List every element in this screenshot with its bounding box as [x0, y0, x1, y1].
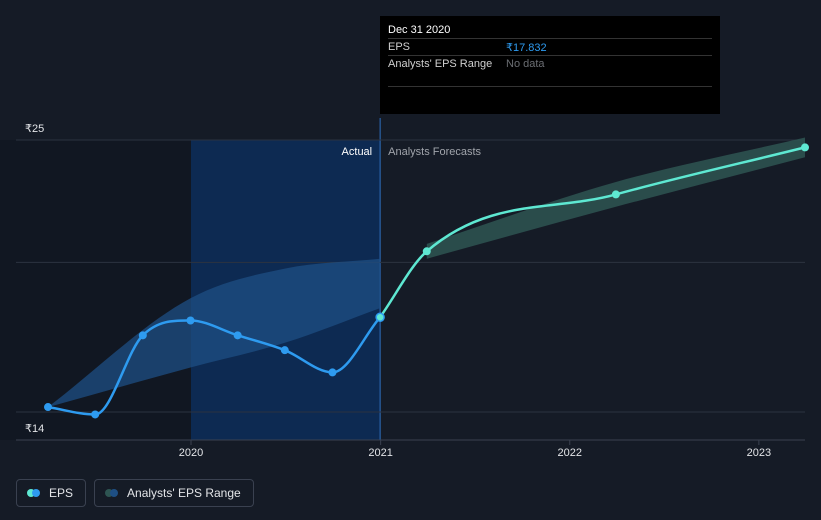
tooltip: Dec 31 2020 EPS ₹17.832 Analysts' EPS Ra… — [380, 16, 720, 114]
legend-range-label: Analysts' EPS Range — [127, 486, 241, 500]
eps-point[interactable] — [328, 368, 337, 377]
x-tick-label: 2023 — [747, 447, 771, 459]
eps-point[interactable] — [138, 331, 147, 340]
eps-point[interactable] — [422, 247, 431, 256]
tooltip-range-label: Analysts' EPS Range — [388, 58, 493, 70]
range-legend-icon — [105, 489, 119, 497]
tooltip-row-eps: EPS ₹17.832 — [388, 38, 712, 55]
x-tick-label: 2021 — [368, 447, 392, 459]
y-axis-label-top: ₹25 — [25, 123, 44, 135]
range-band-past — [48, 258, 381, 408]
eps-line-forecast — [379, 146, 806, 318]
legend-range-button[interactable]: Analysts' EPS Range — [94, 479, 254, 507]
x-tick-label: 2020 — [179, 447, 203, 459]
tooltip-row-range: Analysts' EPS Range No data — [388, 55, 712, 72]
eps-point[interactable] — [611, 190, 620, 199]
text-layer: 2020 2021 2022 2023 ₹25 ₹14 Actual Analysts For… — [25, 123, 771, 459]
legend-eps-button[interactable]: EPS — [16, 479, 87, 507]
point-layer[interactable] — [44, 143, 809, 419]
eps-point[interactable] — [801, 143, 809, 152]
y-axis-label-bottom: ₹14 — [25, 423, 44, 435]
legend: EPS Analysts' EPS Range — [16, 479, 254, 507]
tooltip-divider — [388, 86, 712, 111]
tooltip-range-value: No data — [506, 58, 545, 70]
tooltip-eps-value: ₹17.832 — [506, 41, 547, 54]
eps-point[interactable] — [375, 312, 385, 322]
grid-layer — [16, 139, 805, 445]
eps-point[interactable] — [186, 316, 195, 325]
x-tick-label: 2022 — [558, 447, 582, 459]
eps-point[interactable] — [91, 410, 100, 419]
tooltip-eps-label: EPS — [388, 41, 411, 53]
past-shade — [0, 140, 192, 440]
eps-point[interactable] — [280, 346, 289, 355]
eps-point[interactable] — [233, 331, 242, 340]
actual-region-label: Actual — [342, 146, 373, 158]
eps-legend-icon — [27, 489, 41, 497]
eps-point[interactable] — [44, 403, 52, 412]
forecast-region-label: Analysts Forecasts — [388, 146, 481, 158]
tooltip-date: Dec 31 2020 — [388, 24, 451, 36]
legend-eps-label: EPS — [49, 486, 74, 500]
